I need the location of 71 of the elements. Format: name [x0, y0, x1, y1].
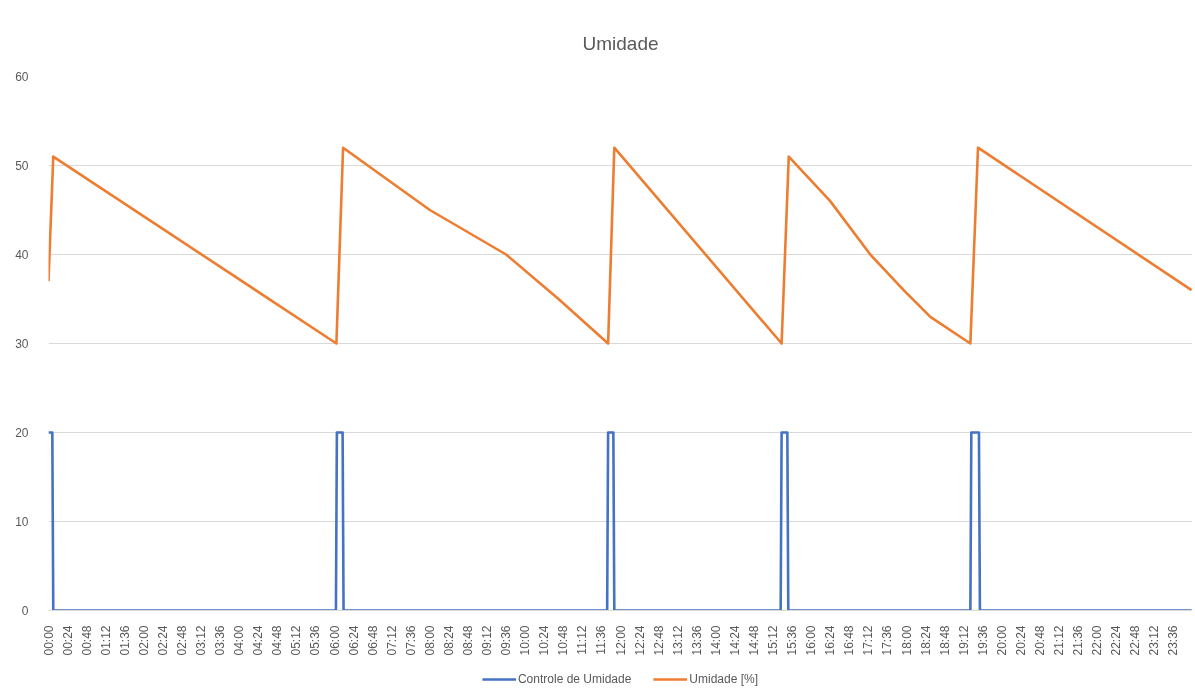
- legend-label: Umidade [%]: [689, 672, 759, 686]
- x-tick-label: 17:12: [861, 625, 876, 656]
- x-tick-label: 19:36: [975, 625, 990, 656]
- x-tick-label: 05:36: [308, 625, 323, 656]
- x-tick-label: 00:48: [79, 625, 94, 656]
- y-tick-label: 20: [15, 426, 29, 440]
- x-tick-label: 18:48: [937, 625, 952, 656]
- x-tick-label: 13:12: [670, 625, 685, 656]
- x-tick-label: 20:48: [1032, 625, 1047, 656]
- x-tick-label: 14:24: [727, 625, 742, 656]
- x-tick-label: 14:00: [708, 625, 723, 656]
- x-tick-label: 22:48: [1128, 625, 1143, 656]
- x-tick-label: 01:12: [98, 625, 113, 656]
- x-tick-label: 04:00: [232, 625, 247, 656]
- x-tick-label: 16:48: [842, 625, 857, 656]
- x-tick-label: 03:36: [213, 625, 228, 656]
- x-tick-label: 04:24: [251, 625, 266, 656]
- x-tick-label: 12:00: [613, 625, 628, 656]
- x-tick-label: 11:12: [575, 625, 590, 655]
- x-tick-label: 03:12: [194, 625, 209, 656]
- x-tick-label: 16:24: [823, 625, 838, 656]
- x-tick-label: 04:48: [270, 625, 285, 656]
- chart-title: Umidade: [582, 33, 659, 54]
- x-tick-label: 09:36: [499, 625, 514, 656]
- x-tick-label: 12:48: [651, 625, 666, 656]
- x-tick-label: 08:00: [422, 625, 437, 656]
- x-tick-label: 12:24: [632, 625, 647, 656]
- x-tick-label: 10:24: [537, 625, 552, 656]
- x-tick-label: 20:24: [1013, 625, 1028, 656]
- x-tick-label: 10:48: [556, 625, 571, 656]
- x-tick-label: 20:00: [994, 625, 1009, 656]
- x-tick-label: 06:48: [365, 625, 380, 656]
- y-tick-label: 30: [15, 337, 29, 351]
- x-tick-label: 23:12: [1147, 625, 1162, 656]
- x-tick-label: 09:12: [480, 625, 495, 656]
- x-tick-label: 13:36: [689, 625, 704, 656]
- y-tick-label: 10: [15, 515, 29, 529]
- x-tick-label: 02:24: [155, 625, 170, 656]
- x-tick-label: 23:36: [1166, 625, 1181, 656]
- x-tick-label: 01:36: [117, 625, 132, 656]
- x-tick-label: 16:00: [804, 625, 819, 656]
- y-tick-label: 60: [15, 70, 29, 84]
- x-tick-label: 14:48: [746, 625, 761, 656]
- x-tick-label: 19:12: [956, 625, 971, 656]
- x-tick-label: 02:00: [136, 625, 151, 656]
- x-tick-label: 00:00: [41, 625, 56, 656]
- x-tick-label: 18:24: [918, 625, 933, 656]
- x-tick-label: 22:00: [1090, 625, 1105, 656]
- x-tick-label: 10:00: [518, 625, 533, 656]
- x-tick-label: 21:36: [1071, 625, 1086, 656]
- x-tick-label: 08:48: [460, 625, 475, 656]
- x-tick-label: 07:36: [403, 625, 418, 656]
- y-tick-label: 50: [15, 159, 29, 173]
- x-tick-label: 11:36: [594, 625, 609, 655]
- x-tick-label: 05:12: [289, 625, 304, 656]
- y-tick-label: 40: [15, 248, 29, 262]
- y-tick-label: 0: [21, 604, 29, 618]
- x-tick-label: 06:24: [346, 625, 361, 656]
- x-tick-label: 00:24: [60, 625, 75, 656]
- x-tick-label: 21:12: [1052, 625, 1067, 656]
- x-tick-label: 22:24: [1109, 625, 1124, 656]
- x-tick-label: 06:00: [327, 625, 342, 656]
- x-tick-label: 02:48: [174, 625, 189, 656]
- x-tick-label: 15:36: [785, 625, 800, 656]
- x-tick-label: 17:36: [880, 625, 895, 656]
- legend-label: Controle de Umidade: [517, 672, 632, 686]
- x-tick-label: 08:24: [441, 625, 456, 656]
- line-series: [48, 146, 1193, 345]
- x-tick-label: 07:12: [384, 625, 399, 656]
- x-tick-label: 15:12: [766, 625, 781, 656]
- x-tick-label: 18:00: [899, 625, 914, 656]
